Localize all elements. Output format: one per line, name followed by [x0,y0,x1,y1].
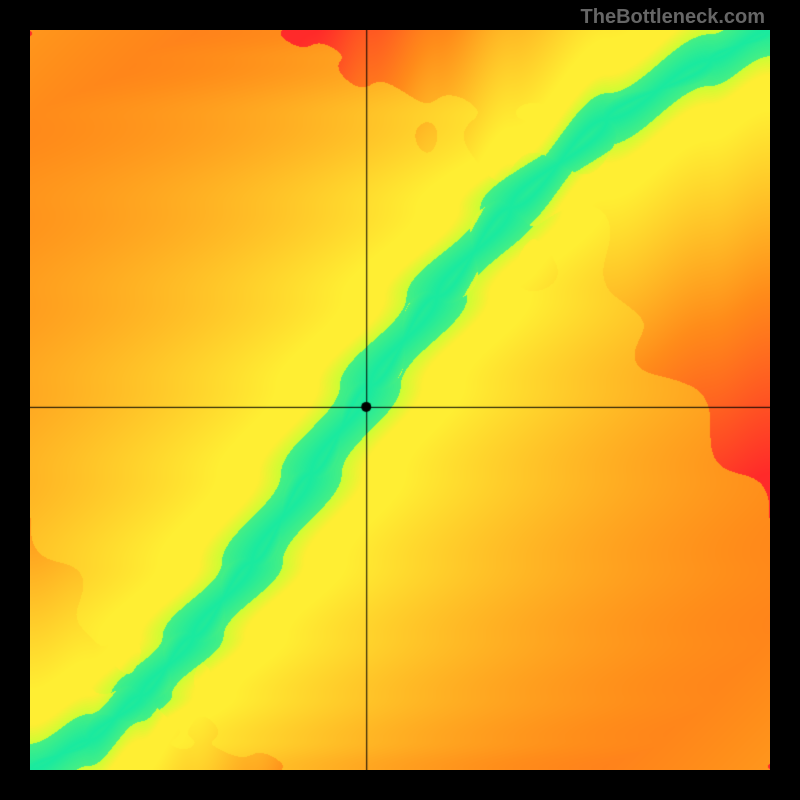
chart-container: TheBottleneck.com [0,0,800,800]
watermark-text: TheBottleneck.com [581,6,765,29]
heatmap-canvas [30,30,770,770]
